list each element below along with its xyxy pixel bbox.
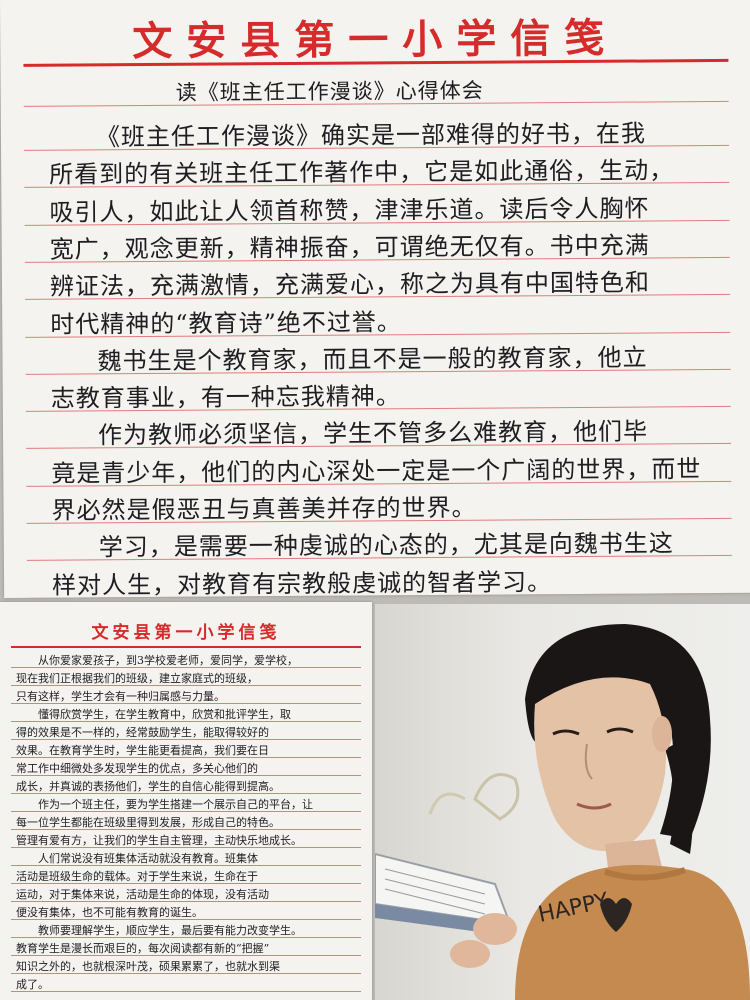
photo-illustration: HAPPY: [375, 624, 750, 1000]
ruled-line: [11, 973, 361, 974]
ruled-line: [11, 865, 361, 866]
secondary-letter-line: 教育学生是漫长而艰巨的，每次阅读都有新的“把握”: [16, 942, 270, 955]
secondary-letter-line: 得的效果是不一样的，经常鼓励学生，能取得较好的: [16, 726, 269, 739]
ruled-line: [11, 991, 361, 992]
secondary-letter-line: 便没有集体，也不可能有教育的诞生。: [16, 906, 203, 919]
ruled-line: [11, 703, 361, 704]
secondary-letter-line: 常工作中细微处多发现学生的优点，多关心他们的: [16, 762, 258, 775]
reading-teacher-photo: HAPPY: [375, 604, 750, 1000]
secondary-letter-line: 运动，对于集体来说，活动是生命的体现，没有活动: [16, 888, 269, 901]
secondary-letter-line: 懂得欣赏学生，在学生教育中，欣赏和批评学生，取: [38, 708, 291, 721]
secondary-letter-line: 知识之外的，也就根深叶茂，硕果累累了，也就水到渠: [16, 960, 280, 973]
ruled-line: [11, 757, 361, 758]
ruled-line: [11, 901, 361, 902]
ruled-line: [11, 811, 361, 812]
secondary-letter-line: 管理有爱有方，让我们的学生自主管理，主动快乐地成长。: [16, 834, 302, 847]
secondary-letter-line: 活动是班级生命的载体。对于学生来说，生命在于: [16, 870, 258, 883]
letterhead-title: 文安县第一小学信笺: [132, 14, 619, 66]
letterhead-title-small: 文安县第一小学信笺: [91, 623, 281, 643]
ruled-line: [11, 919, 361, 920]
secondary-letter-line: 人们常说没有班集体活动就没有教育。班集体: [38, 852, 258, 865]
secondary-letter-line: 从你爱家爱孩子，到3学校爱老师，爱同学，爱学校，: [38, 654, 298, 667]
ruled-line: [11, 793, 361, 794]
ruled-line: [11, 883, 361, 884]
ruled-line: [11, 739, 361, 740]
letterhead-rule-small: [11, 646, 361, 648]
letter-line: 样对人生，对教育有宗教般虔诚的智者学习。: [51, 567, 553, 598]
ruled-line: [11, 937, 361, 938]
secondary-letter-line: 每一位学生都能在班级里得到发展，形成自己的特色。: [16, 816, 280, 829]
secondary-letter-line: 成长，并真诚的表扬他们，学生的自信心能得到提高。: [16, 780, 280, 793]
secondary-letter-line: 成了。: [16, 978, 49, 991]
secondary-letter-line: 教师要理解学生，顺应学生，最后要有能力改变学生。: [38, 924, 302, 937]
secondary-letter-line: 只有这样，学生才会有一种归属感与力量。: [16, 690, 225, 703]
ruled-line: [11, 667, 361, 668]
ruled-line: [11, 829, 361, 830]
secondary-letter-page: 文安县第一小学信笺 从你爱家爱孩子，到3学校爱老师，爱同学，爱学校， 现在我们正根…: [0, 602, 372, 1000]
main-letter-page: 文安县第一小学信笺 读《班主任工作漫谈》心得体会 《班主任工作漫谈》确实是一部难得…: [0, 0, 750, 598]
secondary-letter-line: 作为一个班主任，要为学生搭建一个展示自己的平台，让: [38, 798, 313, 811]
secondary-letter-line: 效果。在教育学生时，学生能更看提高，我们要在日: [16, 744, 269, 757]
ruled-line: [11, 721, 361, 722]
ruled-line: [11, 847, 361, 848]
ruled-line: [11, 955, 361, 956]
secondary-letter-line: 现在我们正根据我们的班级，建立家庭式的班级，: [16, 672, 258, 685]
ruled-line: [11, 775, 361, 776]
ruled-line: [11, 685, 361, 686]
